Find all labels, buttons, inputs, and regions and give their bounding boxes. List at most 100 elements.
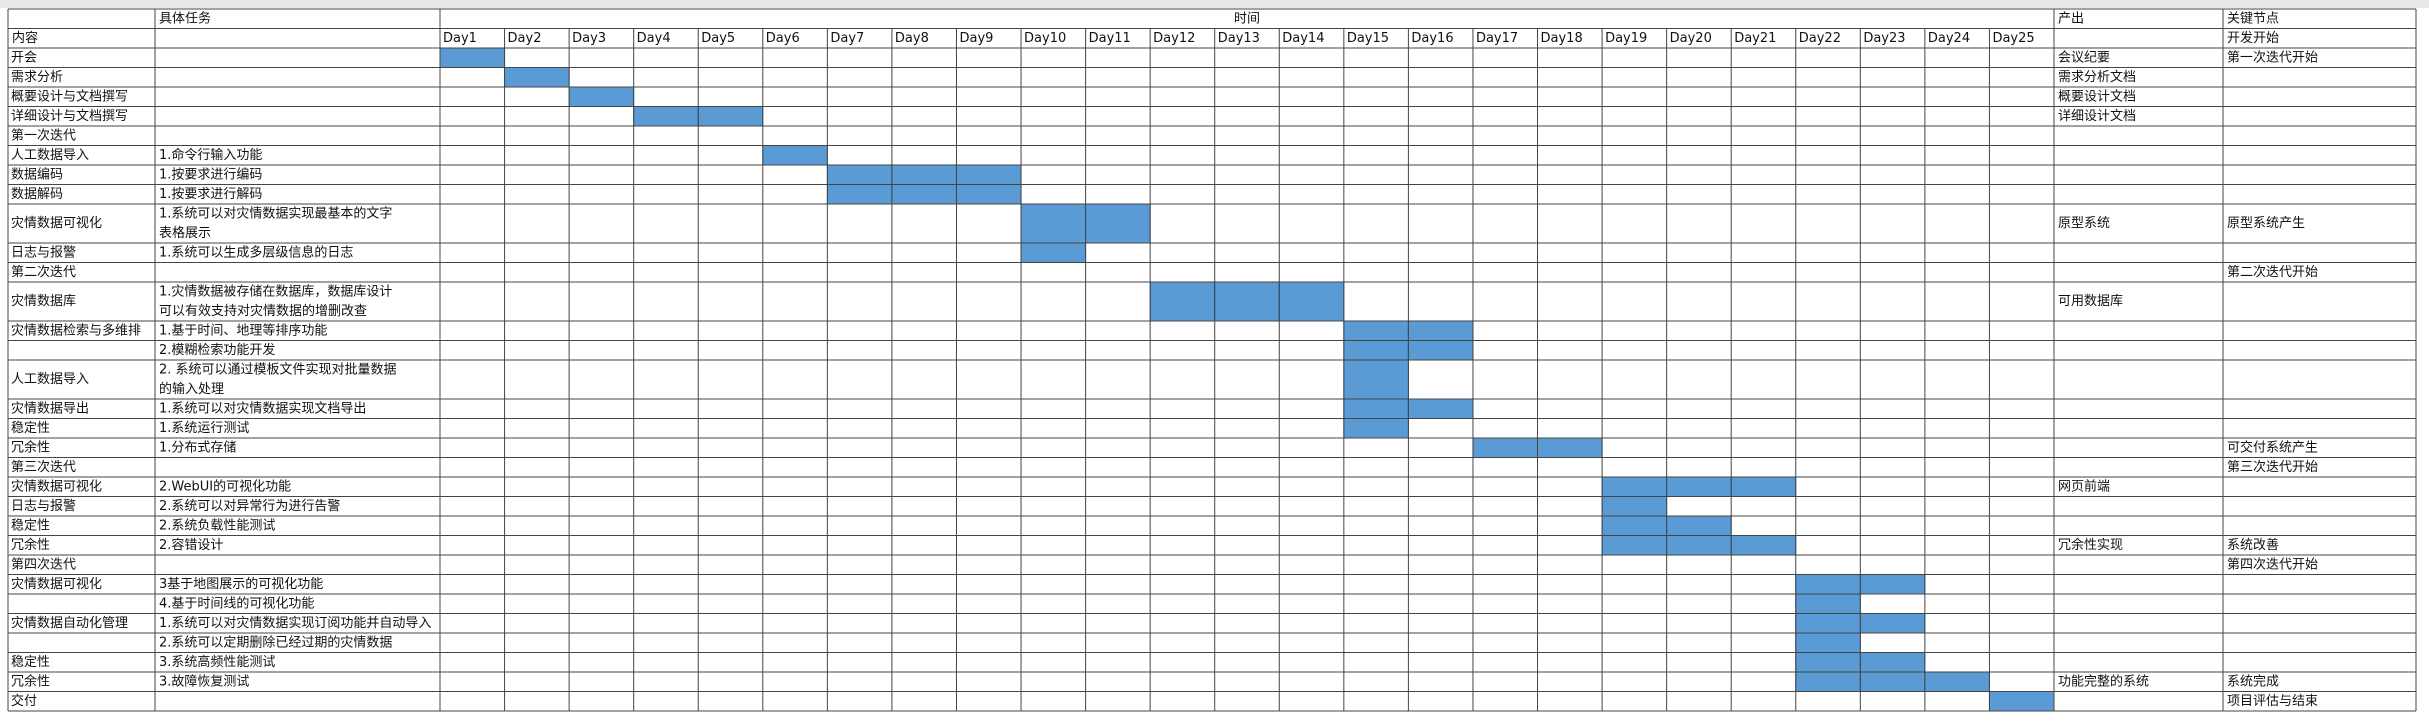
output: 原型系统 — [2058, 216, 2110, 231]
task-bar-cell — [1795, 613, 1861, 634]
day-label: Day17 — [1476, 31, 1518, 46]
day-label: Day13 — [1218, 31, 1260, 46]
task-bar-cell — [697, 106, 764, 127]
output: 需求分析文档 — [2058, 70, 2136, 85]
task-bar-cell — [1214, 281, 1280, 322]
task-bar-cell — [633, 106, 699, 127]
task-detail: 4.基于时间线的可视化功能 — [159, 595, 314, 611]
task-bar-cell — [1601, 496, 1668, 517]
day-label: Day20 — [1670, 31, 1712, 46]
task-bar-cell — [1085, 203, 1151, 244]
task-name: 灾情数据检索与多维排 — [11, 322, 141, 338]
task-detail: 1.分布式存储 — [159, 440, 236, 455]
task-detail: 2.容错设计 — [159, 537, 223, 553]
task-detail: 1.系统可以对灾情数据实现订阅功能并自动导入 — [159, 615, 431, 631]
milestone: 第四次迭代开始 — [2227, 556, 2318, 572]
task-bar-cell — [826, 184, 893, 205]
task-name: 灾情数据可视化 — [11, 215, 102, 231]
task-detail: 1.按要求进行编码 — [159, 167, 262, 182]
task-bar-cell — [1730, 535, 1797, 556]
task-bar-cell — [955, 184, 1022, 205]
task-bar-cell — [1795, 671, 1861, 692]
task-bar-cell — [1601, 535, 1668, 556]
day-label: Day18 — [1541, 31, 1583, 46]
task-detail: 1.系统可以对灾情数据实现最基本的文字 — [159, 205, 392, 221]
task-detail: 1.系统可以对灾情数据实现文档导出 — [159, 400, 366, 416]
task-bar-cell — [1343, 340, 1409, 361]
task-bar-cell — [1795, 632, 1861, 653]
day-label: Day23 — [1863, 31, 1905, 46]
milestone: 系统改善 — [2227, 537, 2279, 553]
task-name: 灾情数据自动化管理 — [11, 615, 128, 631]
task-name: 数据解码 — [11, 187, 63, 202]
task-bar-cell — [1020, 242, 1087, 263]
task-bar-cell — [1859, 574, 1926, 595]
task-detail: 1.基于时间、地理等排序功能 — [159, 322, 327, 338]
milestone: 原型系统产生 — [2227, 216, 2305, 231]
task-name: 概要设计与文档撰写 — [11, 89, 128, 104]
task-name: 日志与报警 — [11, 244, 76, 260]
task-bar-cell — [504, 67, 570, 88]
task-detail: 3基于地图展示的可视化功能 — [159, 576, 323, 592]
task-bar-cell — [1666, 515, 1732, 536]
header-time: 时间 — [1234, 11, 1260, 26]
day-label: Day7 — [830, 31, 864, 46]
task-bar-cell — [1666, 535, 1732, 556]
task-name: 灾情数据可视化 — [11, 576, 102, 592]
task-detail: 2.WebUI的可视化功能 — [159, 478, 291, 494]
task-detail: 1.按要求进行解码 — [159, 187, 262, 202]
task-bar-cell — [1407, 340, 1474, 361]
milestone: 第一次迭代开始 — [2227, 49, 2318, 65]
task-name: 第四次迭代 — [11, 556, 76, 572]
day-label: Day2 — [508, 31, 542, 46]
header-output: 产出 — [2058, 11, 2084, 26]
task-detail: 2.系统可以对异常行为进行告警 — [159, 498, 340, 514]
task-name: 灾情数据库 — [11, 293, 76, 309]
task-bar-cell — [1278, 281, 1345, 322]
day-label: Day6 — [766, 31, 800, 46]
task-name: 灾情数据导出 — [11, 400, 89, 416]
day-label: Day15 — [1347, 31, 1389, 46]
day-label: Day19 — [1605, 31, 1647, 46]
day-label: Day1 — [443, 31, 477, 46]
milestone: 系统完成 — [2227, 674, 2279, 689]
task-name: 稳定性 — [11, 517, 50, 533]
task-detail: 3.系统高频性能测试 — [159, 654, 275, 670]
task-name: 日志与报警 — [11, 498, 76, 514]
task-bar-cell — [826, 164, 893, 185]
milestone: 第三次迭代开始 — [2227, 459, 2318, 475]
task-bar-cell — [1730, 476, 1797, 497]
task-detail: 的输入处理 — [159, 381, 224, 397]
task-bar-cell — [891, 184, 957, 205]
task-name: 人工数据导入 — [11, 148, 89, 163]
day-label: Day24 — [1928, 31, 1970, 46]
day-label: Day11 — [1089, 31, 1131, 46]
task-name: 冗余性 — [11, 537, 50, 553]
output: 可用数据库 — [2058, 293, 2123, 309]
task-bar-cell — [955, 164, 1022, 185]
task-bar-cell — [1343, 320, 1409, 341]
task-bar-cell — [568, 86, 635, 107]
header-task: 具体任务 — [159, 10, 211, 26]
task-name: 人工数据导入 — [11, 372, 89, 387]
task-bar-cell — [762, 145, 828, 166]
day-label: Day4 — [637, 31, 671, 46]
task-detail: 表格展示 — [159, 225, 211, 241]
task-bar-cell — [1988, 691, 2055, 712]
task-bar-cell — [1795, 574, 1861, 595]
task-detail: 2. 系统可以通过模板文件实现对批量数据 — [159, 362, 397, 377]
column-header-strip — [0, 0, 2429, 8]
output: 概要设计文档 — [2058, 89, 2136, 104]
task-bar-cell — [891, 164, 957, 185]
task-bar-cell — [1020, 203, 1087, 244]
output: 功能完整的系统 — [2058, 673, 2149, 689]
milestone: 第二次迭代开始 — [2227, 264, 2318, 280]
output: 网页前端 — [2058, 478, 2110, 494]
task-detail: 2.系统可以定期删除已经过期的灾情数据 — [159, 634, 392, 650]
day-label: Day14 — [1282, 31, 1324, 46]
task-bar-cell — [1472, 437, 1539, 458]
day-label: Day3 — [572, 31, 606, 46]
day-label: Day12 — [1153, 31, 1195, 46]
task-bar-cell — [1407, 320, 1474, 341]
day-label: Day16 — [1411, 31, 1453, 46]
